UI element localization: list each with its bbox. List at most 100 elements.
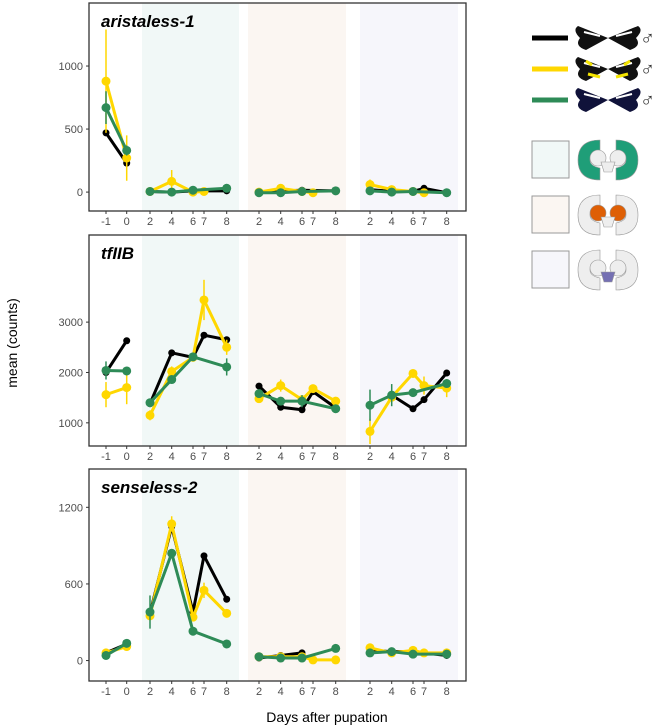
x-tick-label: 7	[310, 216, 316, 228]
shade-region-1	[142, 3, 239, 211]
shade-region-2	[248, 469, 346, 681]
series-line	[148, 355, 228, 404]
data-point	[101, 390, 111, 400]
legend-region-swatch	[531, 140, 570, 179]
x-tick-label: 7	[310, 451, 316, 463]
series-green	[101, 91, 452, 198]
data-point	[101, 76, 111, 86]
x-tick-label: 4	[169, 451, 175, 463]
shade-region-3	[360, 3, 458, 211]
brain-region-icon	[577, 249, 639, 291]
legend: ♂ ♂ ♂	[531, 26, 654, 291]
data-point	[297, 396, 307, 406]
data-point	[167, 548, 177, 558]
data-point	[199, 295, 209, 305]
x-tick-label: 8	[224, 216, 230, 228]
x-tick-label: 8	[444, 686, 450, 698]
data-point	[122, 366, 132, 376]
x-tick-label: 7	[421, 451, 427, 463]
x-tick-label: 6	[190, 216, 196, 228]
x-tick-label: 2	[367, 686, 373, 698]
x-tick-label: 8	[333, 216, 339, 228]
data-point	[188, 352, 198, 362]
panel-title: tfIIB	[101, 244, 134, 263]
y-axis-label: mean (counts)	[4, 298, 20, 387]
data-point	[123, 337, 131, 345]
x-tick-label: 7	[201, 451, 207, 463]
x-tick-label: 0	[124, 216, 130, 228]
x-tick-label: 6	[190, 686, 196, 698]
data-point	[443, 369, 451, 377]
series-line	[148, 551, 228, 646]
data-point	[167, 187, 177, 197]
data-point	[188, 626, 198, 636]
shade-region-1	[142, 469, 239, 681]
shade-region-2	[248, 3, 346, 211]
series-line	[258, 646, 337, 660]
male-symbol: ♂	[640, 90, 654, 112]
shade-region-3	[360, 469, 458, 681]
y-tick-label: 2000	[59, 367, 83, 379]
x-tick-label: 2	[256, 686, 262, 698]
data-point	[276, 653, 286, 663]
x-tick-label: 4	[389, 451, 395, 463]
x-tick-label: 6	[190, 451, 196, 463]
data-point	[277, 403, 285, 411]
x-tick-label: 4	[278, 686, 284, 698]
data-point	[255, 382, 263, 390]
data-point	[331, 396, 341, 406]
x-tick-label: 7	[421, 216, 427, 228]
data-point	[101, 365, 111, 375]
x-tick-label: 7	[201, 216, 207, 228]
data-point	[145, 186, 155, 196]
x-tick-label: 0	[124, 686, 130, 698]
data-point	[331, 655, 341, 665]
y-tick-label: 500	[65, 124, 83, 136]
data-point	[222, 183, 232, 193]
shade-region-2	[248, 235, 346, 446]
x-tick-label: -1	[101, 451, 111, 463]
x-tick-label: 2	[256, 451, 262, 463]
x-tick-label: 2	[367, 216, 373, 228]
data-point	[200, 552, 208, 560]
data-point	[387, 647, 397, 657]
x-tick-label: 4	[169, 216, 175, 228]
series-line	[149, 186, 227, 194]
data-point	[222, 639, 232, 649]
data-point	[167, 366, 177, 376]
data-point	[365, 400, 375, 410]
data-point	[408, 649, 418, 659]
x-tick-label: 8	[224, 451, 230, 463]
x-tick-label: 8	[333, 451, 339, 463]
data-point	[331, 186, 341, 196]
panel-border	[88, 468, 467, 682]
data-point	[167, 519, 177, 529]
data-point	[420, 396, 428, 404]
x-tick-label: 2	[147, 216, 153, 228]
x-tick-label: -1	[101, 686, 111, 698]
data-point	[387, 187, 397, 197]
y-tick-label: 1000	[59, 418, 83, 430]
y-tick-label: 600	[65, 579, 83, 591]
data-point	[409, 405, 417, 413]
data-point	[145, 398, 155, 408]
data-point	[254, 652, 264, 662]
panel-title: senseless-2	[101, 478, 198, 497]
x-tick-label: 8	[444, 216, 450, 228]
shade-region-3	[360, 235, 458, 446]
data-point	[331, 404, 341, 414]
y-tick-label: 0	[77, 187, 83, 199]
data-point	[387, 390, 397, 400]
series-line	[259, 189, 336, 195]
x-tick-label: 4	[169, 686, 175, 698]
x-tick-label: 6	[410, 686, 416, 698]
series-line	[104, 106, 129, 152]
data-point	[167, 375, 177, 385]
x-tick-label: 7	[421, 686, 427, 698]
y-tick-label: 0	[77, 656, 83, 668]
x-tick-label: 8	[444, 451, 450, 463]
data-point	[122, 638, 132, 648]
x-tick-label: 6	[410, 451, 416, 463]
